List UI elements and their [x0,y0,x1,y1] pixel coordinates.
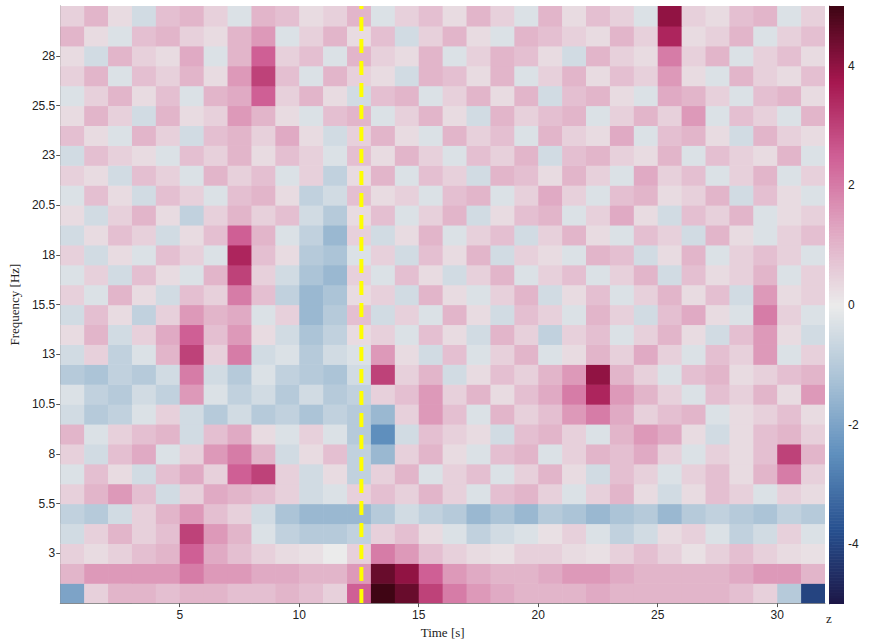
svg-text:10: 10 [293,608,307,622]
svg-text:15: 15 [412,608,426,622]
svg-text:18: 18 [42,248,56,262]
svg-text:20: 20 [532,608,546,622]
svg-text:Frequency [Hz]: Frequency [Hz] [7,264,22,346]
svg-text:2: 2 [848,178,855,192]
svg-text:5.5: 5.5 [39,497,56,511]
svg-text:28: 28 [42,49,56,63]
svg-text:4: 4 [848,59,855,73]
svg-text:-2: -2 [848,418,859,432]
svg-text:25: 25 [651,608,665,622]
svg-text:13: 13 [42,347,56,361]
svg-text:Time [s]: Time [s] [421,625,465,640]
svg-text:20.5: 20.5 [32,198,56,212]
svg-text:25.5: 25.5 [32,99,56,113]
svg-text:15.5: 15.5 [32,298,56,312]
svg-text:z: z [826,611,832,626]
svg-text:5: 5 [176,608,183,622]
svg-text:8: 8 [49,447,56,461]
svg-text:23: 23 [42,148,56,162]
svg-text:-4: -4 [848,537,859,551]
svg-text:30: 30 [771,608,785,622]
svg-text:3: 3 [49,546,56,560]
svg-text:10.5: 10.5 [32,397,56,411]
svg-text:0: 0 [848,298,855,312]
